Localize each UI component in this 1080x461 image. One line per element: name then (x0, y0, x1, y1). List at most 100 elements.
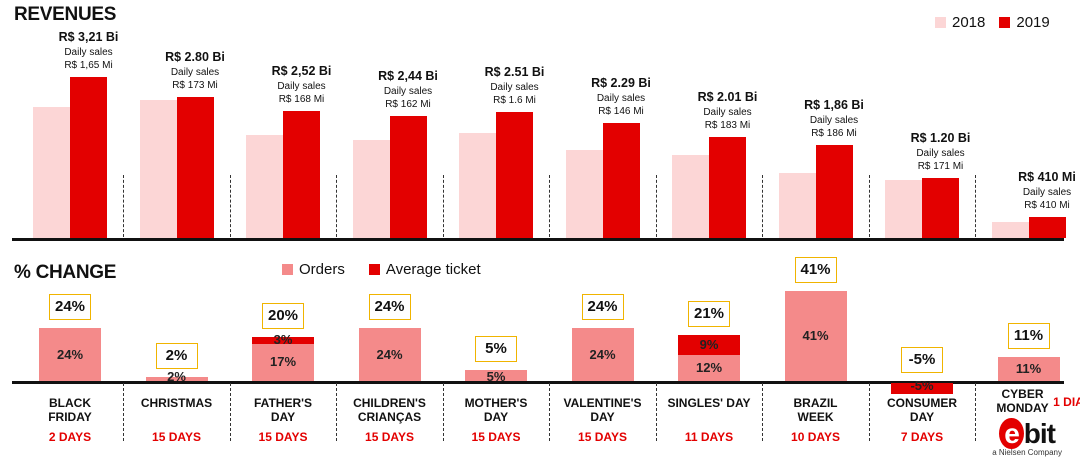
orders-bar (891, 383, 953, 394)
revenue-data-label: R$ 2.51 Bi Daily sales R$ 1.6 Mi (460, 64, 570, 107)
daily-sales-value: R$ 183 Mi (704, 120, 751, 132)
revenue-bar-2018 (459, 132, 496, 238)
logo-wordmark: e bit (992, 418, 1062, 449)
event-name-line1: CYBER (1001, 387, 1044, 401)
revenue-value: R$ 2.51 Bi (484, 64, 545, 79)
orders-value-label: -5% (910, 378, 934, 393)
event-name-line2: FRIDAY (48, 410, 92, 424)
revenue-bar-2018 (246, 135, 283, 238)
logo-subtitle: a Nielsen Company (992, 448, 1062, 457)
legend-item-2019: 2019 (999, 14, 1050, 31)
revenue-data-label: R$ 3,21 Bi Daily sales R$ 1,65 Mi (34, 29, 144, 72)
orders-bar (358, 328, 421, 381)
event-duration: 15 DAYS (152, 430, 201, 444)
revenue-bar-2018 (33, 107, 70, 238)
orders-bar (571, 328, 634, 381)
revenue-bar-2019 (922, 177, 959, 238)
revenue-data-label: R$ 2.29 Bi Daily sales R$ 146 Mi (566, 77, 676, 118)
daily-sales-label: Daily sales (809, 114, 859, 126)
legend-swatch-2018 (935, 17, 946, 28)
orders-value-label: 24% (56, 346, 84, 362)
event-duration: 7 DAYS (900, 430, 944, 444)
revenue-value: R$ 1,86 Bi (804, 97, 864, 112)
daily-sales-value: R$ 1.6 Mi (493, 94, 536, 106)
divider-top-7 (762, 175, 764, 237)
revenue-value: R$ 1.20 Bi (910, 130, 971, 145)
legend-item-orders: Orders (282, 261, 345, 278)
event-duration: 15 DAYS (471, 430, 521, 444)
revenue-value: R$ 2.01 Bi (697, 90, 758, 105)
revenue-bar-2019 (496, 111, 533, 238)
revenue-data-label: R$ 1,86 Bi Daily sales R$ 186 Mi (779, 97, 889, 140)
total-change-box: 24% (49, 294, 91, 321)
revenue-value: R$ 410 Mi (1018, 170, 1076, 185)
divider-bottom-2 (229, 383, 231, 441)
orders-bar (784, 290, 847, 381)
orders-value-label: 24% (589, 346, 616, 362)
orders-bar (252, 343, 314, 381)
event-duration: 15 DAYS (258, 430, 308, 444)
revenue-bar-2019 (176, 97, 214, 238)
event-name-line1: CHRISTMAS (140, 396, 213, 410)
daily-sales-value: R$ 410 Mi (1024, 200, 1070, 212)
event-name-line1: BLACK (49, 396, 91, 410)
revenue-bar-2019 (602, 123, 640, 238)
logo-text-rest: bit (1023, 418, 1056, 449)
revenue-data-label: R$ 2,44 Bi Daily sales R$ 162 Mi (353, 69, 463, 111)
event-duration: 1 DIA (1053, 395, 1080, 409)
daily-sales-label: Daily sales (703, 107, 752, 119)
divider-top-4 (442, 175, 444, 237)
revenue-bar-2019 (815, 144, 853, 238)
top-legend: 2018 2019 (935, 14, 1050, 31)
ticket-bar (678, 334, 740, 355)
orders-value-label: 2% (167, 369, 186, 384)
divider-bottom-1 (123, 383, 125, 441)
revenue-bar-2018 (352, 140, 390, 238)
total-change-box: 24% (581, 294, 624, 321)
revenue-bar-2019 (283, 111, 320, 238)
legend-label-2018: 2018 (952, 14, 986, 31)
event-name-line1: CHILDREN'S (353, 396, 426, 410)
change-baseline (12, 381, 1064, 384)
daily-sales-label: Daily sales (490, 81, 539, 93)
total-change-box: 11% (1007, 322, 1050, 349)
daily-sales-label: Daily sales (1022, 187, 1072, 199)
event-name-line1: CONSUMER (886, 396, 957, 410)
revenue-bar-2018 (885, 180, 922, 238)
revenue-data-label: R$ 2.80 Bi Daily sales R$ 173 Mi (140, 51, 250, 92)
revenues-title: REVENUES (14, 4, 117, 25)
total-change-box: 2% (155, 342, 198, 369)
event-duration: 15 DAYS (365, 430, 414, 444)
daily-sales-value: R$ 146 Mi (598, 106, 644, 118)
total-change-box: 20% (262, 303, 304, 329)
divider-bottom-5 (549, 383, 551, 441)
revenue-value: R$ 2.80 Bi (165, 50, 225, 65)
daily-sales-label: Daily sales (277, 81, 326, 93)
divider-bottom-4 (442, 383, 444, 441)
revenue-bar-2019 (70, 76, 107, 238)
orders-value-label: 41% (802, 327, 829, 343)
event-duration: 2 DAYS (48, 430, 92, 444)
orders-bar (678, 354, 740, 381)
event-name-line1: VALENTINE'S (563, 396, 642, 410)
event-duration: 15 DAYS (578, 430, 627, 444)
divider-bottom-7 (762, 383, 764, 441)
orders-bar (39, 328, 101, 381)
event-name-line2: DAY (909, 410, 935, 424)
legend-swatch-orders (282, 264, 293, 275)
daily-sales-label: Daily sales (916, 147, 965, 159)
daily-sales-label: Daily sales (64, 46, 113, 58)
ticket-value-label: 3% (273, 332, 293, 348)
event-name-line1: FATHER'S (254, 396, 312, 410)
revenue-data-label: R$ 2.01 Bi Daily sales R$ 183 Mi (673, 91, 783, 132)
event-duration: 11 DAYS (684, 430, 734, 444)
revenue-value: R$ 3,21 Bi (58, 29, 119, 44)
daily-sales-label: Daily sales (596, 93, 646, 105)
daily-sales-value: R$ 162 Mi (385, 98, 431, 110)
divider-bottom-6 (655, 383, 657, 441)
revenue-bar-2019 (709, 137, 746, 238)
divider-bottom-8 (868, 383, 870, 441)
divider-top-2 (229, 175, 231, 237)
revenue-data-label: R$ 410 Mi Daily sales R$ 410 Mi (992, 171, 1080, 212)
legend-label-ticket: Average ticket (385, 261, 481, 278)
